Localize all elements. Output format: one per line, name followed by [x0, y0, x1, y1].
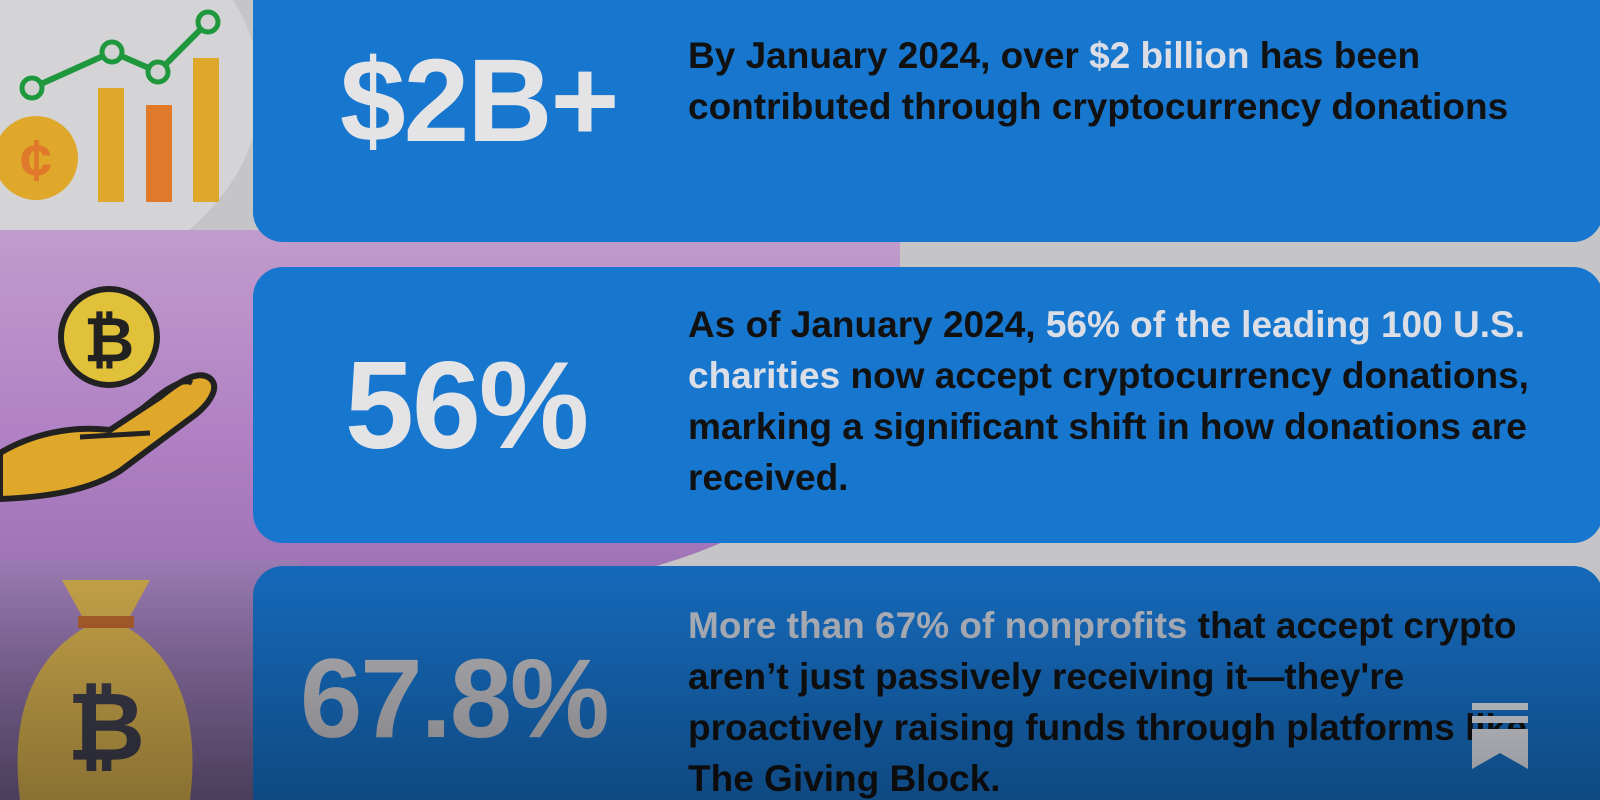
bitcoin-money-bag-icon: ₿ [17, 580, 193, 800]
stat-value-1: $2B+ [340, 35, 619, 167]
stat-card-3 [253, 566, 1600, 800]
svg-text:¢: ¢ [20, 128, 52, 193]
stat-card-2 [253, 267, 1600, 543]
bitcoin-hand-icon: ₿ [0, 286, 217, 502]
stat-description-3: More than 67% of nonprofits that accept … [688, 600, 1548, 800]
stat-value-2: 56% [345, 337, 589, 475]
stat-1-highlight: $2 billion [1089, 35, 1250, 76]
stat-card-1 [253, 0, 1600, 242]
stat-description-2: As of January 2024, 56% of the leading 1… [688, 299, 1548, 503]
stat-value-3: 67.8% [300, 636, 610, 761]
stat-1-text-b: has been contributed through cryptocurre… [688, 35, 1509, 127]
stat-2-text-a: As of January 2024, [688, 304, 1046, 345]
stat-2-highlight: 56% of the leading 100 U.S. charities [688, 304, 1525, 396]
svg-text:₿: ₿ [84, 303, 135, 376]
stat-2-text-b: now accept cryptocurrency donations, mar… [688, 355, 1529, 498]
bookmark-icon[interactable] [1472, 703, 1528, 769]
stat-description-1: By January 2024, over $2 billion has bee… [688, 30, 1548, 132]
svg-text:₿: ₿ [67, 671, 145, 783]
stat-1-text-a: By January 2024, over [688, 35, 1090, 76]
stat-3-highlight: More than 67% of nonprofits [688, 605, 1188, 646]
chart-coin-icon: ¢ [0, 9, 221, 202]
stat-3-text-b: that accept crypto aren’t just passively… [688, 605, 1527, 799]
